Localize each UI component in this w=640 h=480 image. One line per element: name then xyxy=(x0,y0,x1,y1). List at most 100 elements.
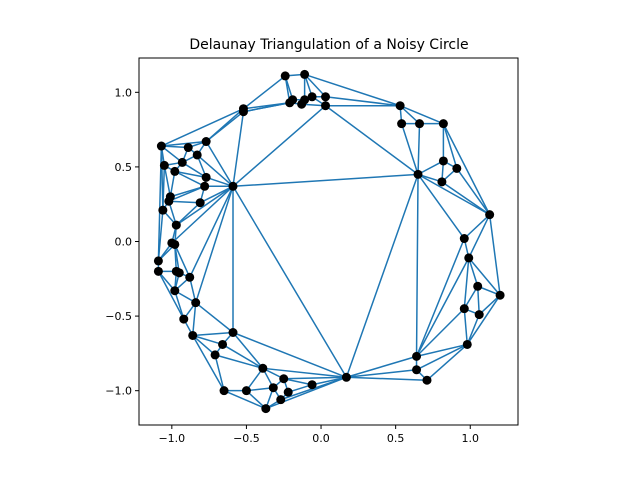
y-tick-label: −1.0 xyxy=(105,385,132,398)
data-point xyxy=(153,256,163,266)
triangulation-edge xyxy=(345,355,418,379)
y-tick-label: −0.5 xyxy=(105,310,132,323)
triangulation-edge xyxy=(157,209,164,262)
triangulation-edge xyxy=(175,201,201,226)
triangulation-edge xyxy=(242,102,291,113)
triangulation-edge xyxy=(232,331,348,379)
triangulation-edge xyxy=(205,176,234,188)
data-point xyxy=(459,304,469,314)
triangulation-edge xyxy=(442,122,458,170)
data-point xyxy=(241,386,251,396)
data-point xyxy=(438,156,448,166)
data-point xyxy=(300,69,310,79)
triangulation-edge xyxy=(162,164,166,211)
triangulation-edge xyxy=(191,334,216,356)
data-point xyxy=(210,350,220,360)
triangulation-edge xyxy=(196,154,234,188)
data-point xyxy=(321,101,331,111)
data-point xyxy=(473,281,483,291)
data-point xyxy=(191,298,201,308)
triangulation-edge xyxy=(194,301,234,334)
triangulation-edge xyxy=(191,334,225,392)
data-point xyxy=(280,71,290,81)
data-point xyxy=(438,119,448,129)
triangulation-edge xyxy=(442,122,491,216)
data-point xyxy=(495,290,505,300)
triangulation-edge xyxy=(191,301,197,337)
data-point xyxy=(192,150,202,160)
edges-layer xyxy=(157,73,501,410)
data-point xyxy=(228,181,238,191)
triangulation-edge xyxy=(160,140,207,147)
triangulation-edge xyxy=(232,185,348,379)
data-point xyxy=(276,395,286,405)
triangulation-edge xyxy=(415,343,469,371)
data-point xyxy=(283,387,293,397)
triangulation-edge xyxy=(168,200,201,204)
data-point xyxy=(164,196,174,206)
triangulation-edge xyxy=(478,294,501,316)
triangulation-edge xyxy=(417,160,445,176)
triangulation-edge xyxy=(174,170,206,188)
x-tick-label: 1.0 xyxy=(462,432,480,445)
chart-title: Delaunay Triangulation of a Noisy Circle xyxy=(189,37,468,53)
data-point xyxy=(464,253,474,263)
triangulation-edge xyxy=(311,376,348,386)
triangulation-edge xyxy=(191,331,234,337)
triangulation-edge xyxy=(345,173,419,379)
data-point xyxy=(177,157,187,167)
triangulation-edge xyxy=(345,369,418,379)
data-point xyxy=(258,363,268,373)
data-point xyxy=(261,404,271,414)
data-point xyxy=(153,266,163,276)
data-point xyxy=(307,92,317,102)
triangulation-edge xyxy=(466,294,501,346)
triangulation-edge xyxy=(399,104,445,125)
data-point xyxy=(219,386,229,396)
data-point xyxy=(201,172,211,182)
data-point xyxy=(183,143,193,153)
triangulation-edge xyxy=(456,167,491,216)
triangulation-edge xyxy=(174,243,191,279)
triangulation-edge xyxy=(468,257,479,288)
triangulation-edge xyxy=(417,173,491,216)
triangulation-edge xyxy=(463,307,469,346)
triangulation-edge xyxy=(171,185,234,244)
data-point xyxy=(218,339,228,349)
triangulation-edge xyxy=(282,378,313,386)
triangulation-edge xyxy=(199,185,234,204)
triangulation-edge xyxy=(415,237,466,358)
data-point xyxy=(200,181,210,191)
triangulation-edge xyxy=(463,213,491,240)
data-point xyxy=(452,163,462,173)
data-point xyxy=(158,205,168,215)
triangulation-edge xyxy=(345,376,428,381)
triangulation-edge xyxy=(265,376,348,410)
triangulation-edge xyxy=(214,354,264,370)
triangulation-edge xyxy=(205,140,234,188)
triangulation-edge xyxy=(221,343,264,370)
triangulation-edge xyxy=(232,104,327,188)
triangulation-edge xyxy=(174,170,207,179)
data-point xyxy=(474,310,484,320)
points-layer xyxy=(153,69,505,414)
data-point xyxy=(188,330,198,340)
triangulation-edge xyxy=(245,367,264,392)
data-point xyxy=(228,328,238,338)
triangulation-edge xyxy=(417,122,421,176)
triangulation-edge xyxy=(400,122,419,176)
data-point xyxy=(307,380,317,390)
data-point xyxy=(285,98,295,108)
data-point xyxy=(412,351,422,361)
x-tick-label: 0.0 xyxy=(312,432,330,445)
triangulation-edge xyxy=(181,161,207,179)
triangulation-edge xyxy=(188,185,234,279)
x-tick-label: 0.5 xyxy=(387,432,405,445)
data-point xyxy=(397,119,407,129)
data-point xyxy=(170,239,180,249)
data-point xyxy=(413,169,423,179)
triangulation-edge xyxy=(324,96,401,107)
triangulation-edge xyxy=(468,257,501,296)
data-point xyxy=(485,210,495,220)
